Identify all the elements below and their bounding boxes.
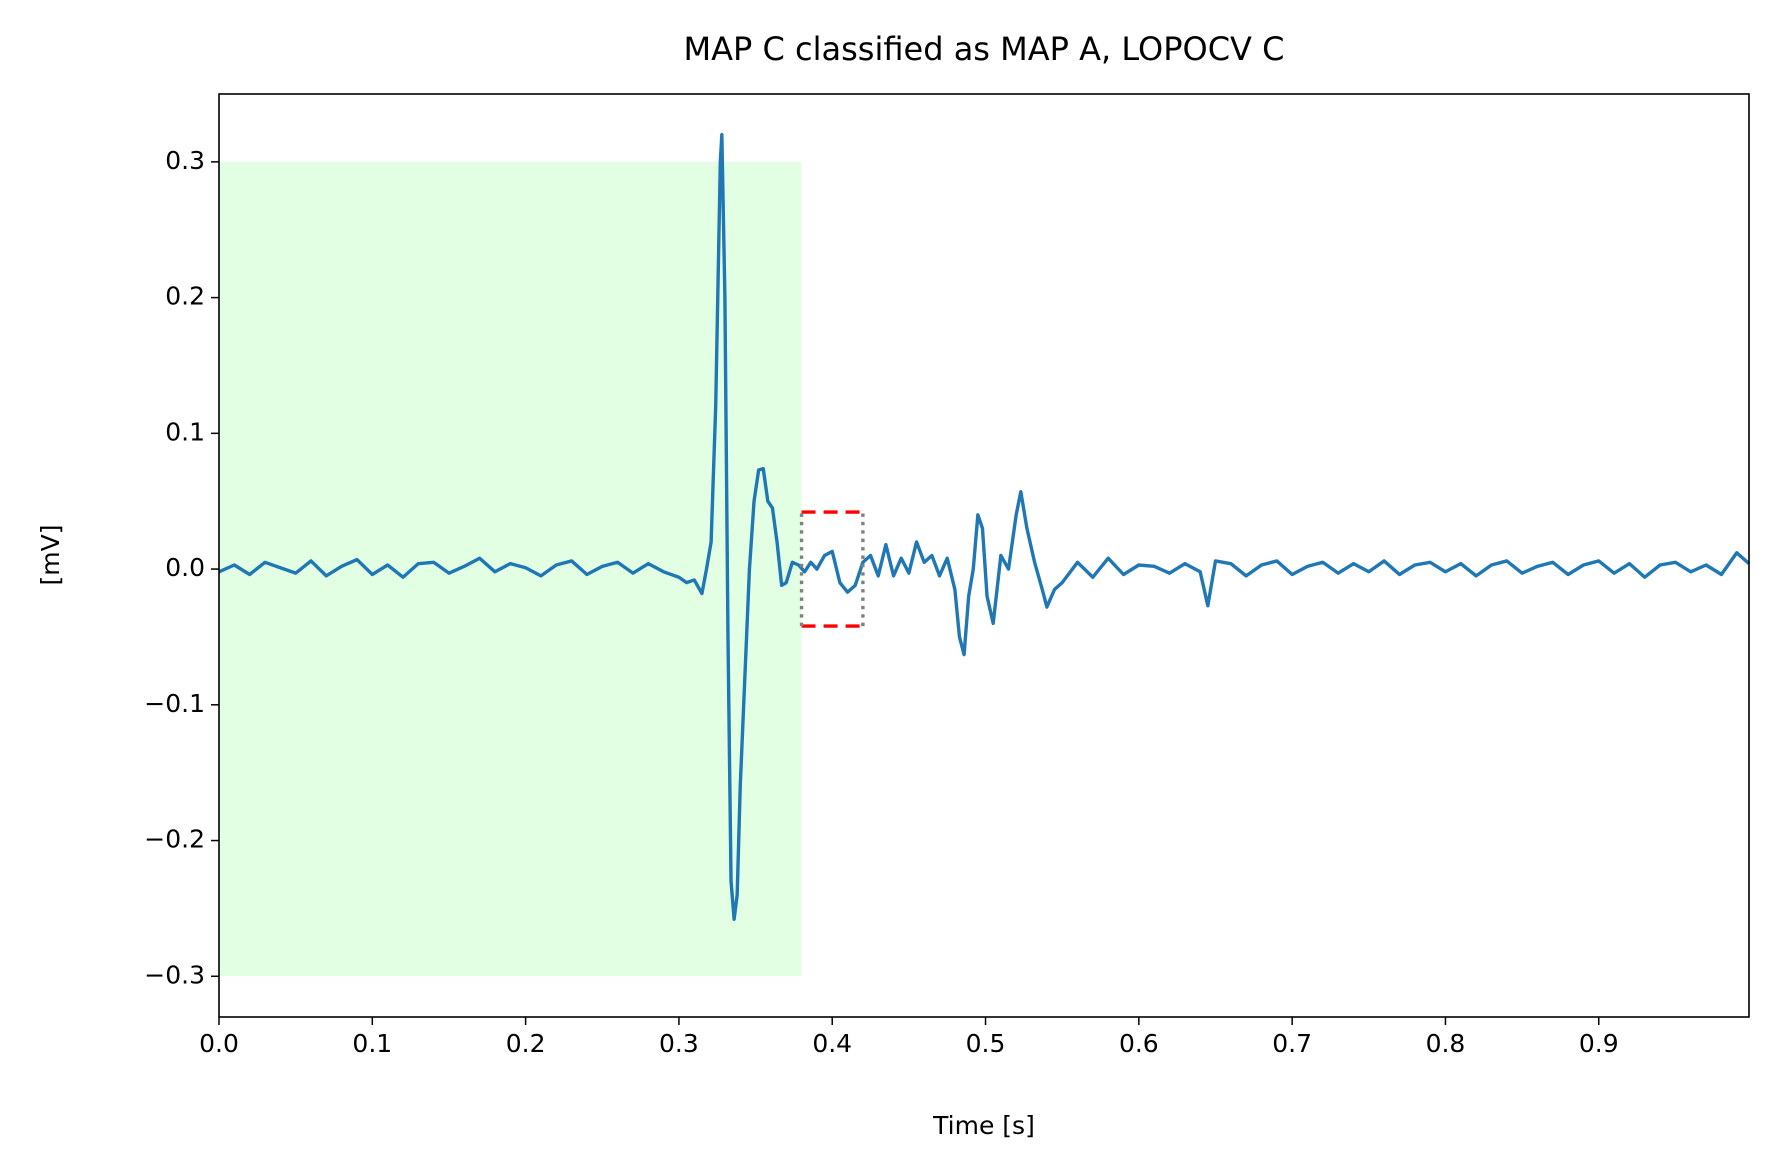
y-tick-label: −0.3 (144, 960, 205, 989)
x-axis-label: Time [s] (932, 1111, 1035, 1140)
chart-title: MAP C classified as MAP A, LOPOCV C (684, 30, 1285, 68)
y-axis-label: [mV] (36, 525, 65, 586)
signal-line (218, 133, 1751, 921)
x-tick-label: 0.2 (506, 1029, 546, 1058)
y-tick-label: 0.2 (165, 282, 205, 311)
x-tick-label: 0.0 (199, 1029, 239, 1058)
x-tick-label: 0.1 (352, 1029, 392, 1058)
x-tick-label: 0.9 (1579, 1029, 1619, 1058)
x-tick-label: 0.6 (1119, 1029, 1159, 1058)
y-tick-label: 0.1 (165, 417, 205, 446)
plot-frame (218, 93, 1750, 1018)
y-tick-label: 0.3 (165, 146, 205, 175)
shaded-region (219, 161, 802, 977)
x-tick-label: 0.4 (812, 1029, 852, 1058)
x-tick-label: 0.3 (659, 1029, 699, 1058)
x-tick-label: 0.7 (1272, 1029, 1312, 1058)
y-tick-label: −0.2 (144, 825, 205, 854)
y-tick-label: −0.1 (144, 689, 205, 718)
x-tick-label: 0.8 (1426, 1029, 1466, 1058)
x-tick-label: 0.5 (966, 1029, 1006, 1058)
y-tick-label: 0.0 (165, 553, 205, 582)
